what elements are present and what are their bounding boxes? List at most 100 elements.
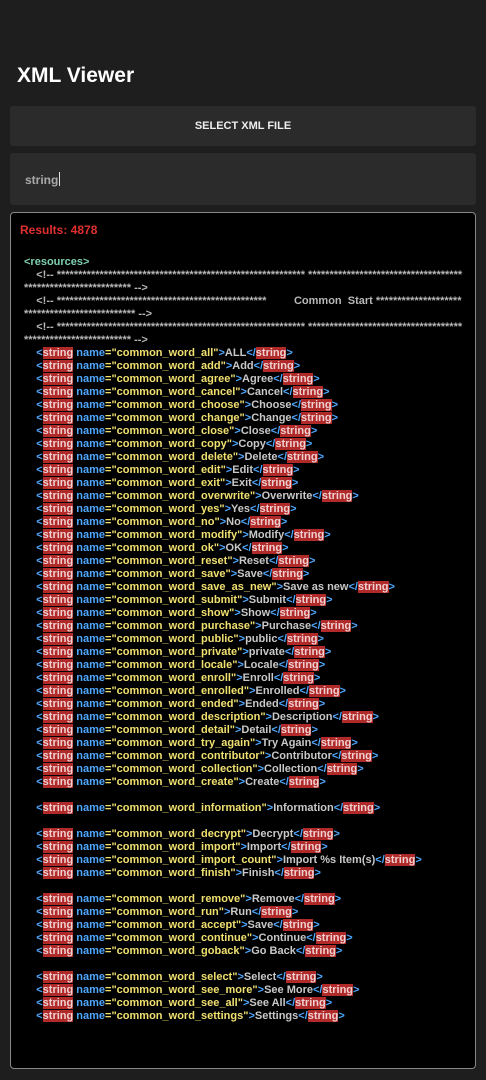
xml-token: < <box>36 347 43 359</box>
xml-token: Contributor <box>271 750 332 762</box>
xml-token: < <box>36 893 43 905</box>
xml-token: name <box>76 724 106 736</box>
xml-line: <string name="common_word_no">No</string… <box>24 516 464 529</box>
xml-token: </ <box>293 828 303 840</box>
search-match: string <box>42 490 74 502</box>
xml-token: string <box>343 802 374 814</box>
xml-line: <string name="common_word_description">D… <box>24 711 464 724</box>
xml-token: string <box>301 412 332 424</box>
search-match: string <box>307 1010 339 1022</box>
xml-token: string <box>42 399 74 411</box>
xml-token: < <box>36 399 43 411</box>
xml-token: ="common_word_save_as_new" <box>105 581 277 593</box>
xml-header: <resources> <!-- ***********************… <box>24 256 464 347</box>
xml-token: > <box>352 490 359 502</box>
xml-line: <!-- ***********************************… <box>24 295 464 321</box>
search-input[interactable]: string <box>10 153 476 205</box>
xml-token: > <box>230 568 238 580</box>
xml-token: < <box>36 867 43 879</box>
xml-token: < <box>36 672 43 684</box>
xml-token: > <box>245 828 253 840</box>
xml-token: </ <box>283 386 293 398</box>
xml-token: </ <box>311 737 321 749</box>
search-match: string <box>341 750 372 762</box>
xml-token: < <box>36 945 43 957</box>
xml-token: string <box>42 854 74 866</box>
search-match: string <box>42 425 74 437</box>
xml-token: > <box>291 906 299 918</box>
xml-token: No <box>226 516 241 528</box>
xml-token: string <box>42 893 74 905</box>
search-match: string <box>42 555 74 567</box>
xml-token: </ <box>311 620 321 632</box>
xml-token: string <box>42 932 74 944</box>
search-match: string <box>283 672 314 684</box>
xml-line: <!-- ***********************************… <box>24 321 464 347</box>
xml-line: <string name="common_word_see_all">See A… <box>24 997 464 1010</box>
xml-token: string <box>42 984 74 996</box>
xml-token: > <box>276 854 283 866</box>
xml-token: string <box>42 698 74 710</box>
xml-token: string <box>282 373 314 385</box>
xml-token: string <box>42 438 74 450</box>
search-match: string <box>278 555 309 567</box>
search-match: string <box>283 867 315 879</box>
xml-token: string <box>42 945 74 957</box>
xml-token: ="common_word_locale" <box>105 659 238 671</box>
xml-token <box>24 724 36 736</box>
xml-line: <string name="common_word_accept">Save</… <box>24 919 464 932</box>
xml-line: <string name="common_word_cancel">Cancel… <box>24 386 464 399</box>
xml-token: < <box>36 386 43 398</box>
xml-line: <string name="common_word_import_count">… <box>24 854 464 867</box>
xml-token: > <box>224 503 232 515</box>
xml-token: string <box>293 529 325 541</box>
xml-token: ="common_word_enroll" <box>105 672 237 684</box>
xml-token: Remove <box>251 893 295 905</box>
search-match: string <box>42 945 74 957</box>
search-match: string <box>42 360 74 372</box>
xml-token: < <box>36 906 43 918</box>
xml-token: </ <box>278 698 289 710</box>
xml-token: > <box>326 594 333 606</box>
xml-token <box>24 412 36 424</box>
xml-token: < <box>36 776 43 788</box>
search-match: string <box>287 451 318 463</box>
xml-token: > <box>353 984 360 996</box>
xml-token: string <box>280 425 311 437</box>
xml-token: > <box>219 542 226 554</box>
xml-token: string <box>42 464 74 476</box>
xml-token: name <box>76 412 106 424</box>
xml-token: < <box>36 698 43 710</box>
xml-token <box>24 607 36 619</box>
xml-token: string <box>42 711 74 723</box>
xml-token: string <box>304 893 335 905</box>
search-match: string <box>275 438 306 450</box>
xml-token: > <box>310 607 317 619</box>
xml-token: > <box>225 360 233 372</box>
search-match: string <box>42 594 74 606</box>
xml-token: < <box>36 425 43 437</box>
search-match: string <box>261 906 292 918</box>
xml-token: string <box>42 672 74 684</box>
xml-line: <string name="common_word_change">Change… <box>24 412 464 425</box>
search-text: string <box>25 172 61 187</box>
xml-token: name <box>76 932 106 944</box>
xml-token: Run <box>230 906 252 918</box>
xml-token: > <box>225 477 232 489</box>
xml-token: ="common_word_accept" <box>105 919 242 931</box>
search-match: string <box>42 581 74 593</box>
search-query: string <box>25 173 59 187</box>
xml-token: ="common_word_run" <box>105 906 224 918</box>
search-match: string <box>285 971 317 983</box>
xml-token <box>24 399 36 411</box>
select-file-button[interactable]: SELECT XML FILE <box>10 106 476 146</box>
xml-token: < <box>36 620 43 632</box>
xml-token: name <box>76 685 106 697</box>
xml-line: <string name="common_word_goback">Go Bac… <box>24 945 464 958</box>
xml-token: string <box>42 542 74 554</box>
xml-token: name <box>76 698 106 710</box>
search-match: string <box>305 945 336 957</box>
xml-token: > <box>319 776 326 788</box>
xml-token: Edit <box>232 464 254 476</box>
xml-token: ="common_word_edit" <box>105 464 226 476</box>
